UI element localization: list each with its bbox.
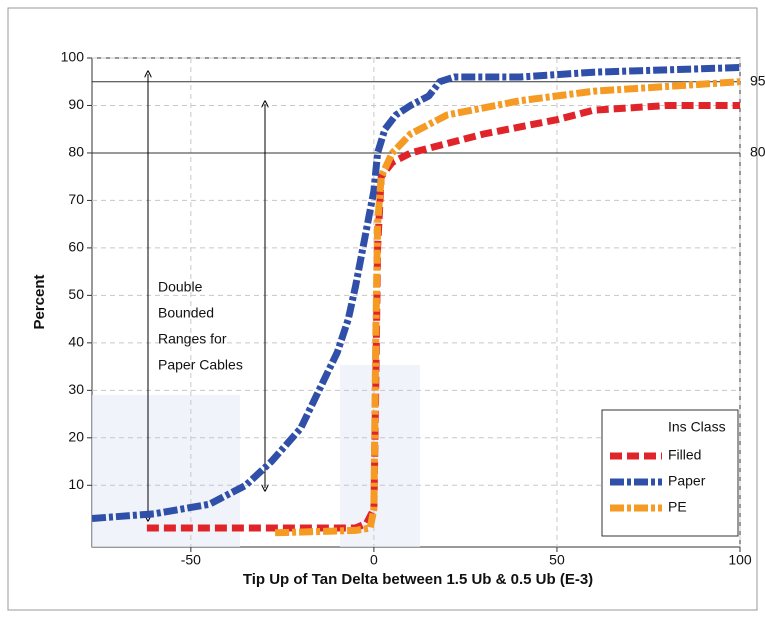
series-line <box>274 78 741 537</box>
background-shape <box>92 365 420 547</box>
y-tick-label: 80 <box>68 144 84 160</box>
y-tick-label: 60 <box>68 239 84 255</box>
legend-title: Ins Class <box>668 419 726 435</box>
reference-label: 80 <box>750 144 765 160</box>
y-tick-label: 20 <box>68 429 84 445</box>
annotation: Paper Cables <box>158 357 243 373</box>
y-tick-label: 30 <box>68 381 84 397</box>
y-tick-label: 90 <box>68 96 84 112</box>
series-line <box>146 102 740 532</box>
legend-label: PE <box>668 499 687 515</box>
annotation: Bounded <box>158 305 214 321</box>
y-tick-label: 40 <box>68 334 84 350</box>
x-tick-label: 0 <box>370 552 378 568</box>
series-line <box>91 64 741 522</box>
x-tick-label: -50 <box>181 552 201 568</box>
y-tick-label: 10 <box>68 476 84 492</box>
x-axis-title: Tip Up of Tan Delta between 1.5 Ub & 0.5… <box>243 571 593 588</box>
annotation: Ranges for <box>158 331 227 347</box>
y-tick-label: 50 <box>68 286 84 302</box>
y-axis-title: Percent <box>31 274 48 329</box>
legend-box <box>601 409 739 537</box>
annotation: Double <box>158 279 203 295</box>
legend-label: Filled <box>668 447 701 463</box>
x-tick-label: 100 <box>728 552 752 568</box>
legend-label: Paper <box>668 473 706 489</box>
x-tick-label: 50 <box>549 552 565 568</box>
y-tick-label: 70 <box>68 191 84 207</box>
reference-label: 95 <box>750 72 765 88</box>
y-tick-label: 100 <box>61 49 85 65</box>
